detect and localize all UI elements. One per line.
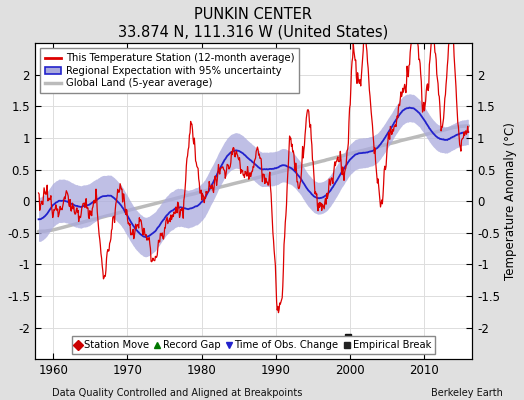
Title: PUNKIN CENTER
33.874 N, 111.316 W (United States): PUNKIN CENTER 33.874 N, 111.316 W (Unite… xyxy=(118,7,388,39)
Text: Berkeley Earth: Berkeley Earth xyxy=(431,388,503,398)
Y-axis label: Temperature Anomaly (°C): Temperature Anomaly (°C) xyxy=(504,122,517,280)
Legend: Station Move, Record Gap, Time of Obs. Change, Empirical Break: Station Move, Record Gap, Time of Obs. C… xyxy=(72,336,435,354)
Text: Data Quality Controlled and Aligned at Breakpoints: Data Quality Controlled and Aligned at B… xyxy=(52,388,303,398)
